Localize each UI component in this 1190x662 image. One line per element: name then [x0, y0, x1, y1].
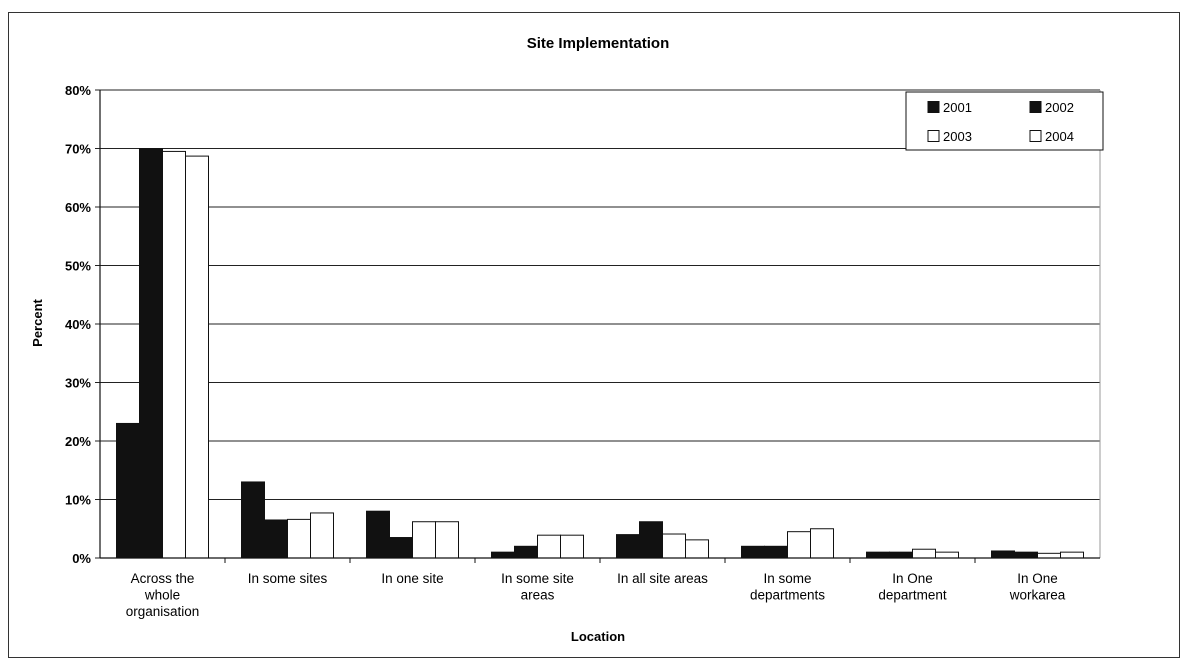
bar-2001 — [491, 551, 515, 559]
legend-swatch-2003 — [927, 130, 940, 142]
y-tick-label: 80% — [65, 83, 91, 98]
bar-2003 — [412, 521, 436, 559]
bar-2004 — [935, 551, 959, 559]
bar-2003 — [287, 518, 311, 559]
bar-2002 — [889, 551, 913, 559]
bar-2003 — [787, 531, 811, 559]
y-tick-label: 30% — [65, 376, 91, 391]
bar-2003 — [912, 548, 936, 559]
bars — [116, 148, 1084, 559]
bar-2001 — [866, 551, 890, 559]
x-tick-label: In some departments — [750, 571, 825, 603]
x-tick-label: In some sites — [248, 571, 328, 586]
y-axis-title: Percent — [30, 298, 45, 346]
y-tick-label: 50% — [65, 259, 91, 274]
x-tick-label: In all site areas — [617, 571, 708, 586]
chart-frame — [8, 12, 1180, 658]
x-tick-label: In some site areas — [501, 571, 574, 603]
bar-2004 — [185, 155, 209, 559]
bar-2001 — [366, 510, 390, 559]
bar-2002 — [514, 545, 538, 559]
x-tick-label: In One department — [878, 571, 947, 603]
x-axis-title: Location — [571, 629, 625, 644]
bar-2004 — [435, 521, 459, 559]
bar-2002 — [639, 521, 663, 559]
y-tick-label: 60% — [65, 200, 91, 215]
y-tick-label: 10% — [65, 493, 91, 508]
legend-label-2004: 2004 — [1045, 129, 1074, 144]
legend-swatch-2004 — [1029, 130, 1042, 142]
x-tick-label: In One workarea — [1009, 571, 1066, 603]
x-tick-label: In one site — [381, 571, 443, 586]
y-tick-label: 20% — [65, 434, 91, 449]
bar-2004 — [310, 512, 334, 559]
bar-2004 — [560, 534, 584, 559]
axes: 0% 10% 20% 30% 40% 50% 60% 70% 80% Across the whol… — [65, 83, 1101, 619]
legend-label-2002: 2002 — [1045, 100, 1074, 115]
bar-2004 — [685, 539, 709, 559]
bar-2002 — [1014, 551, 1038, 559]
legend-swatch-2001 — [927, 101, 940, 113]
y-tick-label: 40% — [65, 317, 91, 332]
bar-2001 — [741, 545, 765, 559]
gridlines — [100, 89, 1100, 500]
x-tick-label: Across the whole organisation — [126, 571, 200, 619]
legend-label-2001: 2001 — [943, 100, 972, 115]
bar-2003 — [662, 533, 686, 559]
bar-2001 — [616, 534, 640, 559]
bar-2001 — [241, 481, 265, 559]
bar-2002 — [139, 148, 163, 559]
bar-2003 — [537, 534, 561, 559]
legend-label-2003: 2003 — [943, 129, 972, 144]
bar-2001 — [116, 422, 140, 559]
y-tick-label: 70% — [65, 142, 91, 157]
chart-title: Site Implementation — [527, 35, 670, 52]
legend: 2001 2002 2003 2004 — [905, 91, 1104, 151]
bar-2001 — [991, 550, 1015, 559]
bar-2004 — [810, 528, 834, 559]
bar-2002 — [264, 519, 288, 559]
bar-2003 — [162, 150, 186, 559]
bar-2002 — [389, 537, 413, 559]
y-tick-label: 0% — [72, 551, 91, 566]
legend-swatch-2002 — [1029, 101, 1042, 113]
bar-2004 — [1060, 551, 1084, 559]
bar-2003 — [1037, 552, 1061, 559]
bar-2002 — [764, 545, 788, 559]
